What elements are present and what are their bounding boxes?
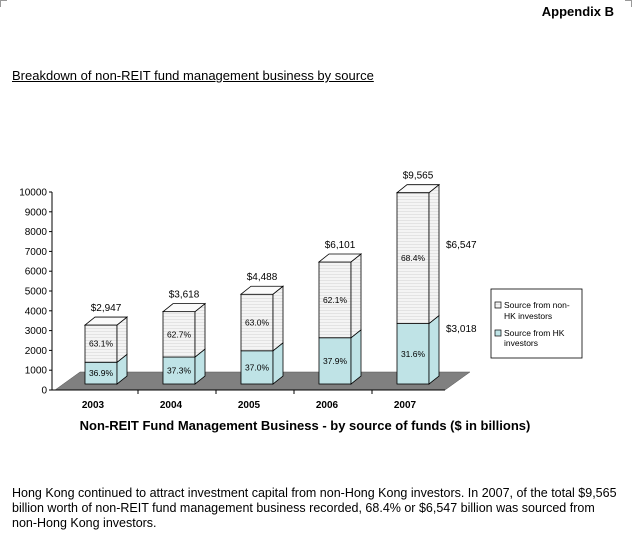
x-tick-label: 2005: [238, 400, 261, 411]
bar-segment-non-hk: [84, 324, 118, 363]
x-tick-label: 2007: [394, 400, 417, 411]
stacked-3d-bar-chart: 0 1000 2000 3000 4000 5000 6000 7000 8000 9000 100…: [19, 171, 583, 433]
y-tick-label: 10000: [19, 188, 47, 199]
bar-segment-non-hk: [162, 311, 196, 358]
y-tick-label: 4000: [25, 306, 48, 317]
bar-side-hk: [350, 328, 362, 385]
bar-top: [239, 285, 285, 295]
bar-side-hk: [428, 314, 440, 385]
x-axis-title: Non-REIT Fund Management Business - by s…: [80, 418, 531, 433]
x-tick-label: 2003: [82, 400, 105, 411]
share-label-non-hk: 62.1%: [323, 295, 348, 305]
share-label-non-hk: 63.0%: [245, 318, 270, 328]
bar-segment-non-hk: [240, 293, 274, 352]
bar-side-non-hk: [194, 302, 206, 358]
total-label: $2,947: [91, 303, 122, 314]
total-label: $3,618: [169, 290, 200, 301]
total-label: $9,565: [403, 171, 434, 182]
y-tick-label: 0: [41, 386, 47, 397]
share-label-non-hk: 62.7%: [167, 329, 192, 339]
share-label-non-hk: 68.4%: [401, 253, 426, 263]
bar-top: [83, 316, 129, 326]
share-label-hk: 37.9%: [323, 356, 348, 366]
share-label-hk: 37.3%: [167, 366, 192, 376]
legend-label-non-hk-cont: HK investors: [504, 311, 552, 321]
legend-label-hk-cont: investors: [504, 338, 538, 348]
total-label: $6,101: [325, 240, 356, 251]
legend-label-hk: Source from HK: [504, 328, 565, 338]
annotation-hk-2007: $3,018: [446, 324, 477, 335]
y-tick-label: 1000: [25, 366, 48, 377]
x-tick-label: 2004: [160, 400, 183, 411]
legend: [490, 288, 583, 359]
bar-top: [395, 184, 441, 194]
y-tick-label: 5000: [25, 287, 48, 298]
page-corner-mark: [0, 0, 7, 7]
body-paragraph: Hong Kong continued to attract investmen…: [12, 486, 617, 530]
y-tick-label: 6000: [25, 267, 48, 278]
section-heading: Breakdown of non-REIT fund management bu…: [12, 68, 374, 83]
legend-swatch-non-hk: [494, 301, 502, 309]
bar-segment-non-hk: [396, 192, 430, 324]
total-label: $4,488: [247, 272, 278, 283]
y-tick-label: 8000: [25, 227, 48, 238]
y-tick-label: 7000: [25, 247, 48, 258]
share-label-hk: 37.0%: [245, 362, 270, 372]
bar-top: [317, 253, 363, 263]
appendix-label: Appendix B: [541, 4, 614, 19]
legend-swatch-hk: [494, 329, 502, 337]
bar-segment-hk: [396, 323, 430, 385]
share-label-non-hk: 63.1%: [89, 339, 114, 349]
bar-side-non-hk: [350, 253, 362, 339]
y-tick-label: 3000: [25, 326, 48, 337]
y-tick-label: 9000: [25, 207, 48, 218]
bar-segment-hk: [162, 356, 196, 385]
bar-top: [161, 303, 207, 313]
y-tick-label: 2000: [25, 346, 48, 357]
bar-segment-hk: [240, 350, 274, 385]
legend-label-non-hk: Source from non-: [504, 300, 570, 310]
x-tick-label: 2006: [316, 400, 339, 411]
bar-side-non-hk: [272, 285, 284, 352]
annotation-non-hk-2007: $6,547: [446, 240, 477, 251]
bar-side-non-hk: [428, 183, 440, 325]
share-label-hk: 36.9%: [89, 368, 114, 378]
share-label-hk: 31.6%: [401, 349, 426, 359]
